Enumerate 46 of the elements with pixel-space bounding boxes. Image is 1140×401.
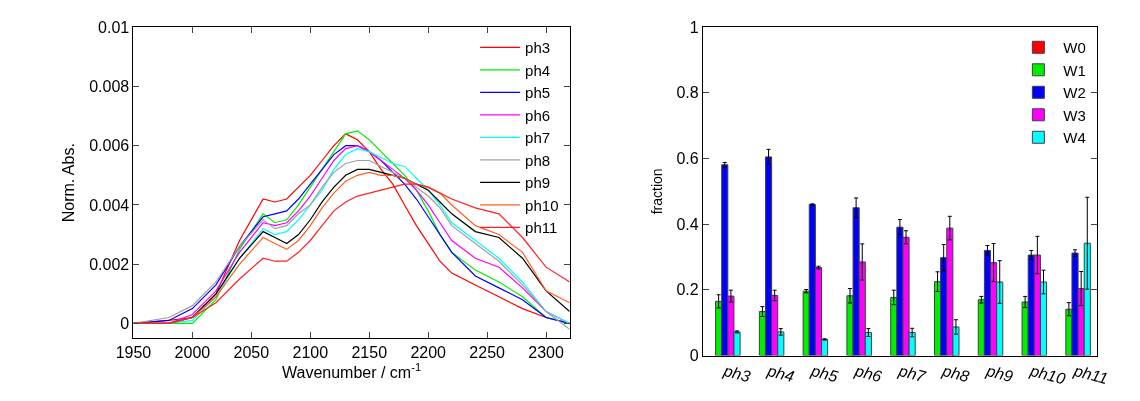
x-tick-label: 1950 [115,344,152,362]
legend-label: W2 [1063,84,1086,102]
x-tick-label: 2250 [469,344,506,362]
y-tick-label: 0.002 [89,255,130,273]
x-tick-label: ph5 [808,361,840,386]
legend-label: ph7 [525,129,551,147]
x-tick-label: 2050 [233,344,270,362]
x-tick-label: ph7 [896,361,929,386]
y-axis-title: fraction [649,168,666,215]
y-tick-label: 0.6 [676,150,699,168]
x-tick-label: 2150 [351,344,388,362]
x-tick-label: 2200 [410,344,447,362]
y-tick-label: 0 [689,347,699,365]
legend-label: W0 [1063,39,1086,57]
x-tick-label: 2300 [528,344,564,362]
x-tick-label: ph10 [1027,361,1068,388]
y-tick-label: 1 [689,18,699,36]
y-tick-label: 0.006 [89,137,130,155]
x-tick-label: ph4 [764,361,796,386]
legend-label: W4 [1063,129,1086,147]
y-tick-label: 0.008 [89,78,130,96]
legend-label: ph8 [525,151,551,169]
y-tick-label: 0 [120,315,130,333]
y-tick-label: 0.004 [89,196,130,214]
x-tick-label: ph11 [1071,361,1110,388]
y-tick-label: 0.01 [98,18,130,36]
x-tick-label: ph3 [720,361,753,386]
legend-label: ph4 [525,61,551,79]
legend-label: ph10 [525,196,559,214]
x-tick-label: ph8 [939,361,972,386]
legend-label: ph11 [525,219,558,237]
y-tick-label: 0.2 [676,281,699,299]
x-tick-label: ph6 [852,361,884,386]
y-tick-label: 0.8 [676,84,699,102]
legend-label: W1 [1063,61,1086,79]
legend-label: ph5 [525,84,551,102]
legend-label: ph9 [525,174,551,192]
y-axis-title: Norm. Abs. [60,143,78,223]
y-tick-label: 0.4 [676,215,699,233]
legend-label: W3 [1063,106,1086,124]
x-tick-label: ph9 [983,361,1015,386]
x-tick-label: 2100 [292,344,329,362]
x-axis-title: Wavenumber / cm$^{-1}$ [281,361,422,382]
legend-label: ph3 [525,39,551,57]
legend-label: ph6 [525,106,551,124]
x-tick-label: 2000 [174,344,211,362]
